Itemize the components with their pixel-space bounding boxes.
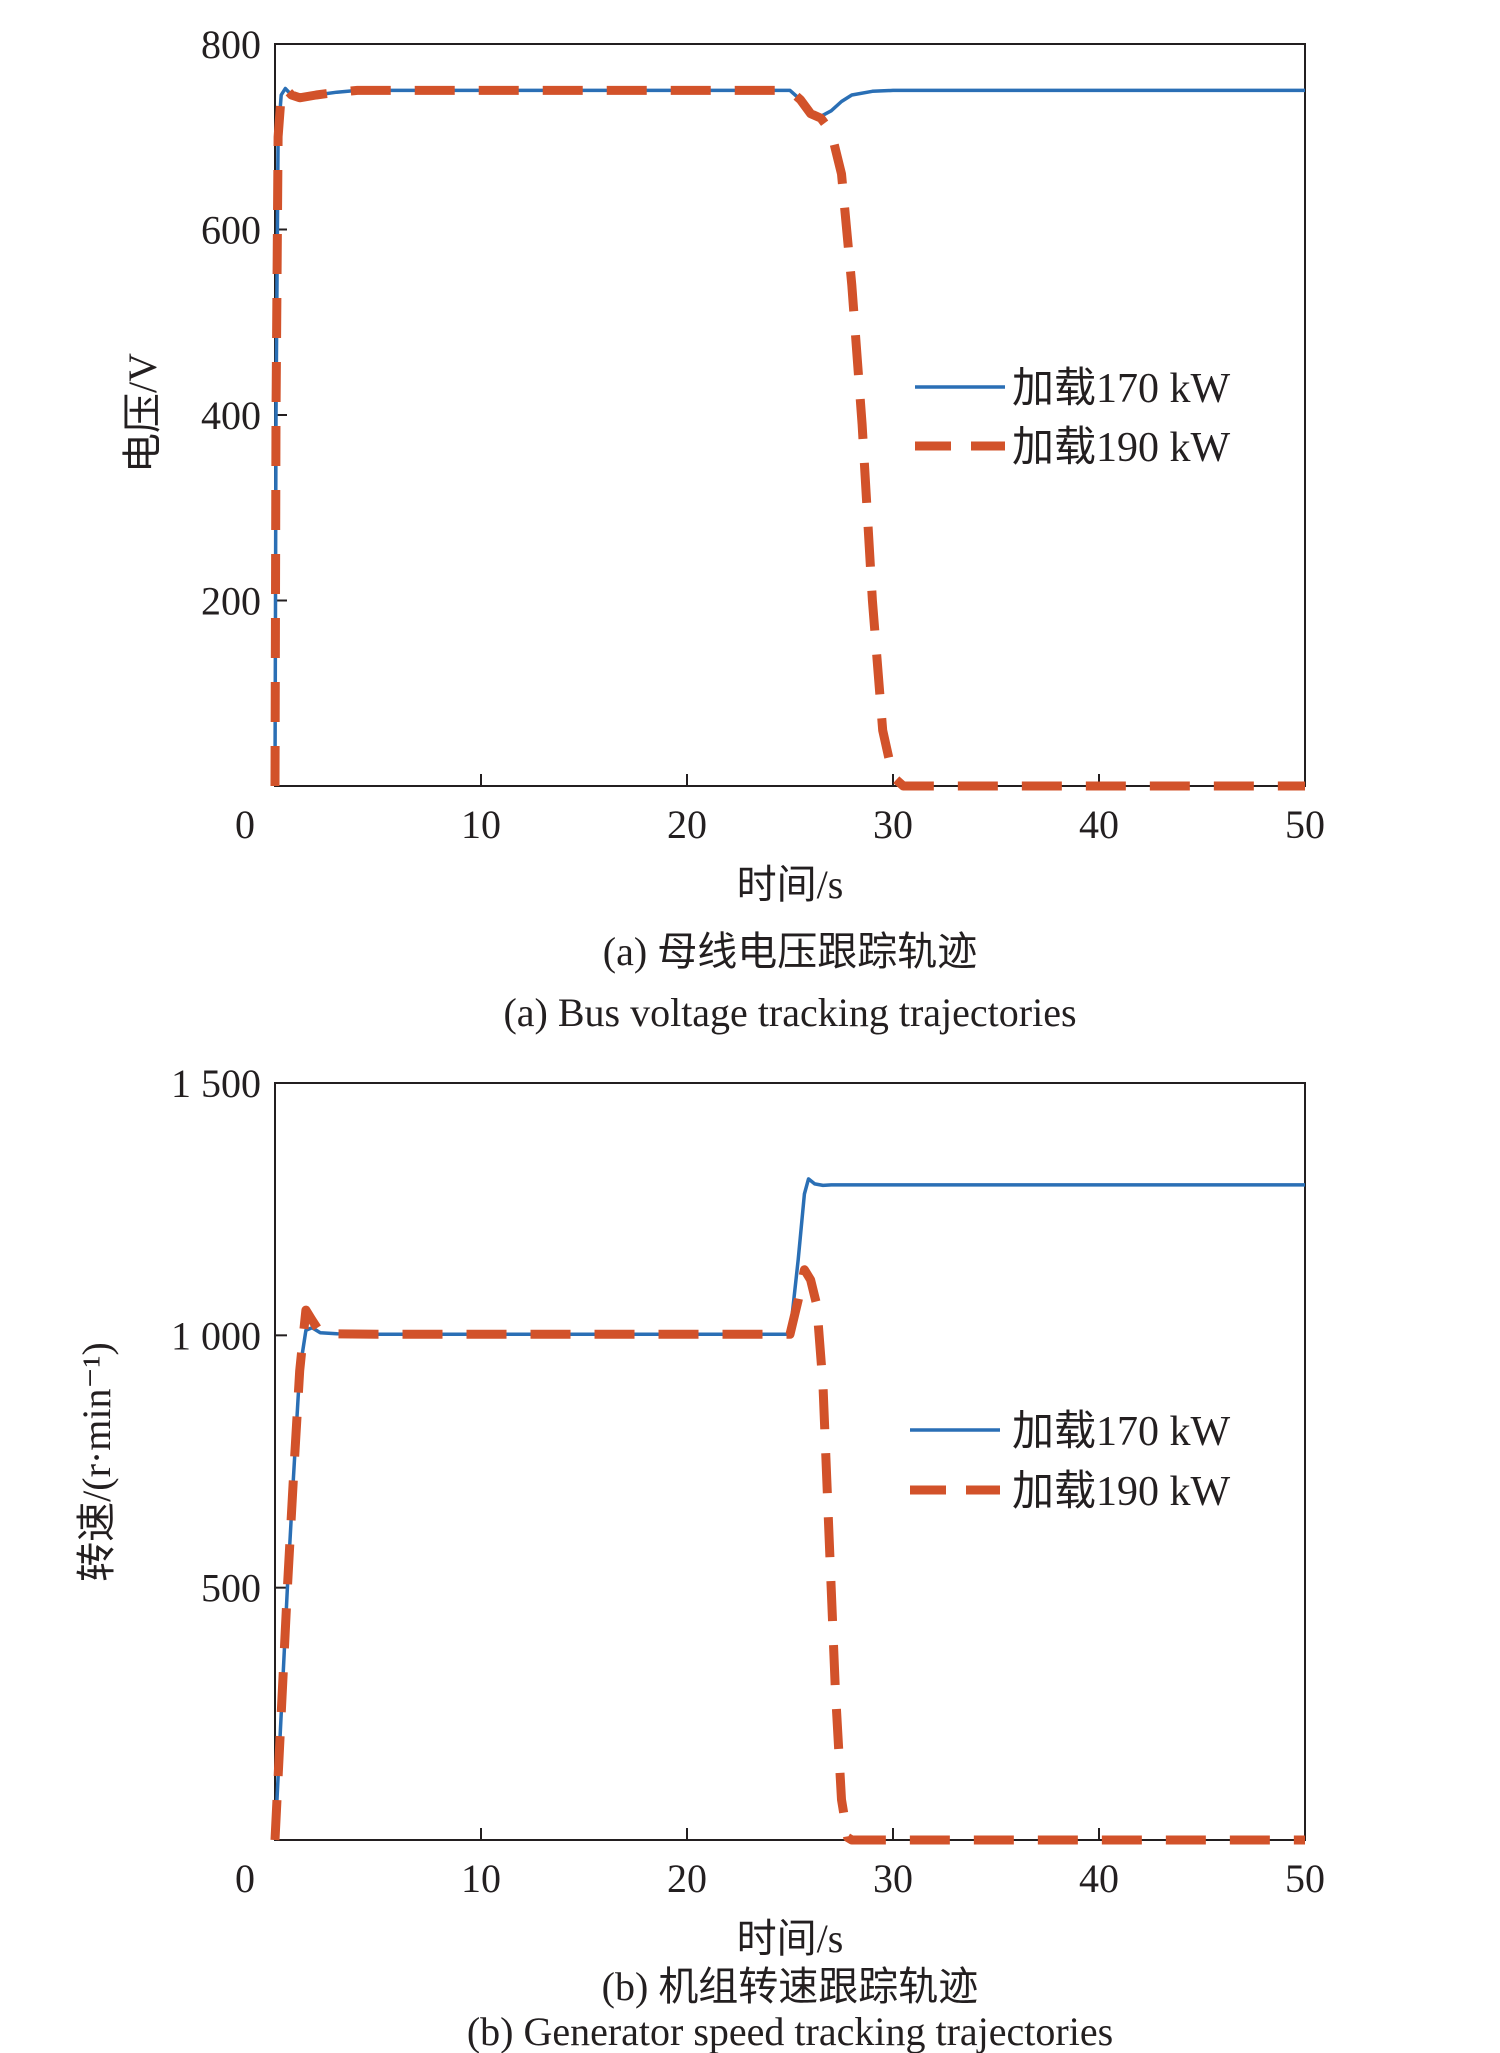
legend-label: 加载190 kW xyxy=(1012,425,1231,471)
x-axis-title-a: 时间/s xyxy=(737,862,844,907)
y-tick-label: 1 500 xyxy=(171,1061,261,1106)
series-lines-b xyxy=(270,1177,1305,1845)
caption-en-a: (a) Bus voltage tracking trajectories xyxy=(503,990,1076,1035)
x-tick-label: 50 xyxy=(1285,1856,1325,1901)
y-tick-label: 400 xyxy=(201,393,261,438)
x-tick-label: 10 xyxy=(461,802,501,847)
x-tick-label: 20 xyxy=(667,802,707,847)
plot-frame-a xyxy=(274,43,1306,787)
tick-labels-a: 0 10 20 30 40 50 200 400 600 800 xyxy=(201,22,1325,847)
y-tick-label: 200 xyxy=(201,579,261,624)
legend-label: 加载190 kW xyxy=(1012,1469,1231,1515)
y-axis-title-a: 电压/V xyxy=(120,353,165,473)
x-tick-label: 40 xyxy=(1079,802,1119,847)
chart-generator-speed: 0 10 20 30 40 50 500 1 000 1 500 加载170 kW 加载190 k… xyxy=(74,1061,1325,2053)
plot-frame-b xyxy=(274,1082,1306,1841)
series-line-190kw xyxy=(270,84,1305,791)
x-tick-label: 20 xyxy=(667,1856,707,1901)
x-tick-label: 0 xyxy=(235,802,255,847)
caption-cn-a: (a) 母线电压跟踪轨迹 xyxy=(603,929,977,974)
x-tick-label: 10 xyxy=(461,1856,501,1901)
x-axis-title-b: 时间/s xyxy=(737,1916,844,1961)
caption-en-b: (b) Generator speed tracking trajectorie… xyxy=(467,2009,1113,2053)
x-tick-label: 50 xyxy=(1285,802,1325,847)
legend-label: 加载170 kW xyxy=(1012,1409,1231,1455)
chart-bus-voltage: 0 10 20 30 40 50 200 400 600 800 加载170 kW 加载190 kW… xyxy=(120,22,1325,1035)
legend-a: 加载170 kW 加载190 kW xyxy=(915,366,1231,471)
legend-b: 加载170 kW 加载190 kW xyxy=(910,1409,1231,1515)
x-tick-label: 40 xyxy=(1079,1856,1119,1901)
y-axis-title-b: 转速/(r·min⁻¹) xyxy=(74,1342,119,1582)
series-line-170kw xyxy=(273,86,1305,787)
y-tick-label: 600 xyxy=(201,208,261,253)
series-lines-a xyxy=(270,84,1305,791)
series-line-190kw xyxy=(270,1265,1305,1845)
y-tick-label: 500 xyxy=(201,1566,261,1611)
ticks-b xyxy=(274,1082,1306,1840)
caption-cn-b: (b) 机组转速跟踪轨迹 xyxy=(602,1964,979,2009)
ticks-a xyxy=(274,43,1306,786)
x-tick-label: 30 xyxy=(873,802,913,847)
tick-labels-b: 0 10 20 30 40 50 500 1 000 1 500 xyxy=(171,1061,1325,1901)
legend-label: 加载170 kW xyxy=(1012,366,1231,412)
y-tick-label: 800 xyxy=(201,22,261,67)
x-tick-label: 30 xyxy=(873,1856,913,1901)
x-tick-label: 0 xyxy=(235,1856,255,1901)
y-tick-label: 1 000 xyxy=(171,1313,261,1358)
